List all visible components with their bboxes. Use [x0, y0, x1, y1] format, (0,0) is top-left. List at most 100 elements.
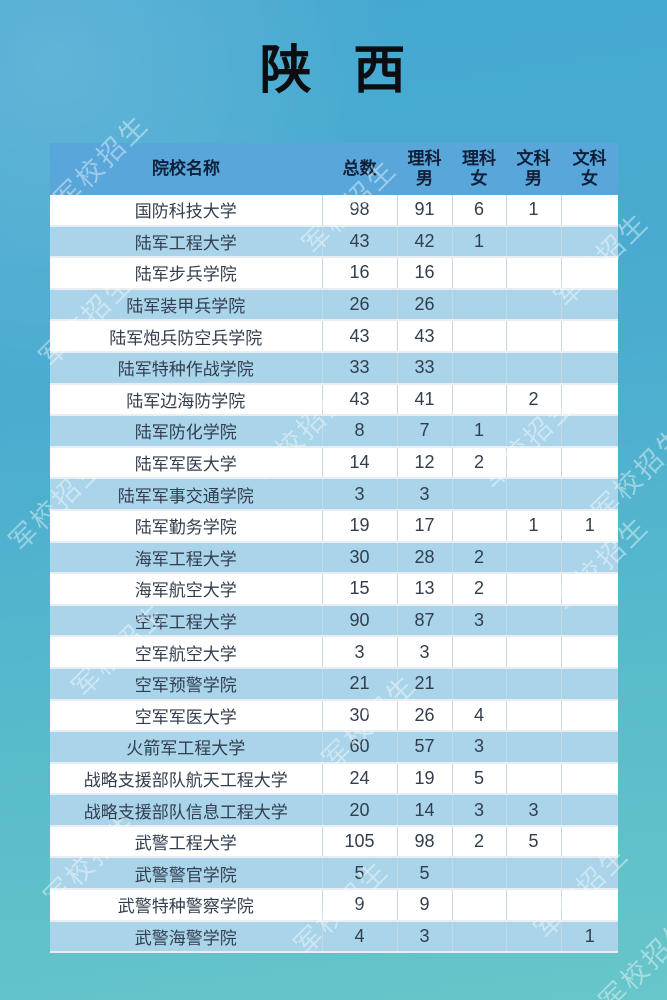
cell-total: 8 — [321, 415, 397, 448]
column-header-sci-male: 理科男 — [397, 143, 452, 195]
cell-sci-male: 3 — [396, 636, 452, 669]
cell-lib-female — [560, 446, 618, 480]
table-header: 院校名称 总数 理科男理科女文科男文科女 — [50, 143, 618, 195]
cell-sci-male: 19 — [396, 762, 452, 796]
cell-total: 90 — [321, 604, 397, 638]
cell-sci-female — [451, 667, 506, 701]
cell-sci-female: 3 — [451, 731, 506, 764]
cell-name: 海军工程大学 — [50, 541, 322, 575]
cell-sci-female: 1 — [451, 415, 506, 448]
cell-lib-male — [505, 731, 561, 764]
cell-total: 20 — [321, 794, 397, 827]
cell-name: 陆军炮兵防空兵学院 — [50, 320, 322, 353]
cell-total: 24 — [321, 762, 397, 796]
column-header-lib-female: 文科女 — [561, 143, 618, 195]
cell-total: 21 — [321, 667, 397, 701]
cell-total: 43 — [321, 383, 397, 417]
column-header-sci-female: 理科女 — [452, 143, 506, 195]
cell-sci-female — [451, 509, 506, 543]
cell-sci-male: 12 — [396, 446, 452, 480]
table-row: 战略支援部队信息工程大学 20 14 3 3 — [50, 794, 618, 827]
table-row: 火箭军工程大学 60 57 3 — [50, 731, 618, 764]
cell-lib-female — [560, 541, 618, 575]
cell-lib-male: 1 — [505, 195, 561, 227]
cell-name: 海军航空大学 — [50, 573, 322, 606]
cell-lib-female — [560, 604, 618, 638]
cell-name: 战略支援部队航天工程大学 — [50, 762, 322, 796]
header-label-line2: 男 — [525, 169, 542, 188]
cell-lib-male — [505, 320, 561, 353]
cell-lib-male — [505, 541, 561, 575]
cell-lib-female — [560, 195, 618, 227]
cell-lib-male — [505, 889, 561, 922]
header-label: 文科 — [572, 149, 607, 169]
cell-total: 43 — [321, 320, 397, 353]
cell-sci-male: 21 — [396, 667, 452, 701]
table-row: 空军航空大学 3 3 — [50, 636, 618, 669]
table-row: 陆军步兵学院 16 16 — [50, 257, 618, 290]
cell-sci-female: 2 — [451, 573, 506, 606]
cell-sci-female: 3 — [451, 604, 506, 638]
cell-sci-male: 26 — [396, 699, 452, 733]
cell-sci-female — [451, 920, 506, 954]
header-label: 理科 — [462, 149, 496, 169]
cell-total: 19 — [321, 509, 397, 543]
cell-name: 陆军步兵学院 — [50, 257, 322, 290]
header-row: 院校名称 总数 理科男理科女文科男文科女 — [50, 143, 618, 195]
cell-name: 陆军勤务学院 — [50, 509, 322, 543]
table-row: 战略支援部队航天工程大学 24 19 5 — [50, 762, 618, 796]
table-row: 陆军工程大学 43 42 1 — [50, 225, 618, 259]
table-row: 武警特种警察学院 9 9 — [50, 889, 618, 922]
cell-lib-male — [505, 573, 561, 606]
cell-lib-male: 5 — [505, 825, 561, 859]
cell-total: 26 — [321, 288, 397, 322]
header-label: 理科 — [407, 149, 442, 169]
cell-lib-female — [560, 762, 618, 796]
cell-sci-female: 3 — [451, 794, 506, 827]
table-row: 武警警官学院 5 5 — [50, 857, 618, 891]
cell-total: 60 — [321, 731, 397, 764]
cell-total: 16 — [321, 257, 397, 290]
table-row: 武警工程大学 105 98 2 5 — [50, 825, 618, 859]
cell-sci-female: 1 — [451, 225, 506, 259]
table-row: 国防科技大学 98 91 6 1 — [50, 195, 618, 227]
cell-total: 43 — [321, 225, 397, 259]
cell-lib-female — [560, 225, 618, 259]
cell-sci-female — [451, 288, 506, 322]
cell-total: 5 — [321, 857, 397, 891]
header-label: 文科 — [516, 149, 551, 169]
cell-lib-male: 2 — [505, 383, 561, 417]
cell-sci-male: 3 — [396, 478, 452, 511]
cell-lib-male — [505, 857, 561, 891]
table-row: 陆军装甲兵学院 26 26 — [50, 288, 618, 322]
cell-lib-male — [505, 415, 561, 448]
cell-sci-male: 3 — [396, 920, 452, 954]
cell-lib-male — [505, 351, 561, 385]
cell-lib-male — [505, 667, 561, 701]
cell-sci-female — [451, 889, 506, 922]
cell-lib-male — [505, 446, 561, 480]
table-row: 陆军勤务学院 19 17 1 1 — [50, 509, 618, 543]
cell-sci-female — [451, 857, 506, 891]
cell-sci-female: 2 — [451, 541, 506, 575]
cell-lib-female — [560, 794, 618, 827]
cell-lib-female — [560, 257, 618, 290]
cell-sci-female — [451, 478, 506, 511]
cell-sci-male: 7 — [396, 415, 452, 448]
header-label-line2: 女 — [470, 169, 488, 188]
cell-sci-male: 98 — [396, 825, 452, 859]
cell-lib-female — [560, 857, 618, 891]
cell-sci-female: 5 — [451, 762, 506, 796]
cell-sci-male: 42 — [396, 225, 452, 259]
cell-name: 空军航空大学 — [50, 636, 322, 669]
table-row: 陆军军医大学 14 12 2 — [50, 446, 618, 480]
cell-name: 战略支援部队信息工程大学 — [50, 794, 322, 827]
cell-sci-male: 91 — [396, 195, 452, 227]
cell-total: 33 — [321, 351, 397, 385]
cell-lib-female: 1 — [560, 509, 618, 543]
cell-sci-female — [451, 383, 506, 417]
cell-name: 武警工程大学 — [50, 825, 322, 859]
cell-total: 30 — [321, 699, 397, 733]
cell-name: 陆军边海防学院 — [50, 383, 322, 417]
